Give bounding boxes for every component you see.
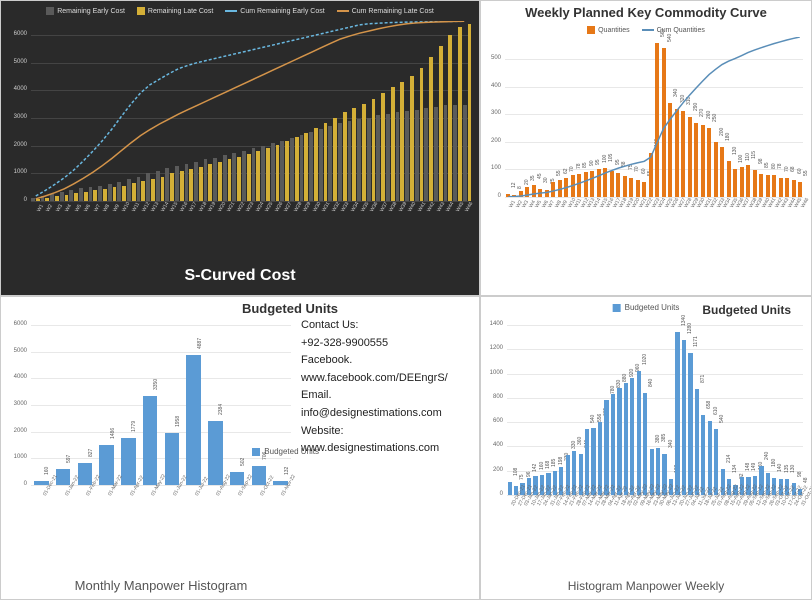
legend-label: Budgeted Units	[625, 303, 680, 312]
weekly-commodity-panel: Weekly Planned Key Commodity Curve Quant…	[480, 0, 812, 296]
monthly-manpower-panel: Budgeted Units 0100020003000400050006000…	[0, 296, 480, 600]
legend-item: Cum Remaining Late Cost	[337, 7, 434, 15]
legend-item: Cum Quantities	[642, 26, 705, 34]
weekly-manpower-bottom-title: Histogram Manpower Weekly	[481, 579, 811, 593]
monthly-manpower-chart: 0100020003000400050006000160597827148617…	[31, 325, 291, 525]
scurve-panel: Remaining Early Cost Remaining Late Cost…	[0, 0, 480, 296]
contact-block: Contact Us: +92-328-9900555 Facebook. ww…	[301, 317, 479, 458]
legend-line	[337, 10, 349, 12]
weekly-manpower-chart: 0200400600800100012001400108759614216016…	[507, 325, 803, 535]
contact-facebook-value: www.facebook.com/DEEngrS/	[301, 372, 448, 384]
contact-website-label: Website:	[301, 423, 361, 441]
weekly-commodity-title: Weekly Planned Key Commodity Curve	[481, 1, 811, 24]
legend-item: Cum Remaining Early Cost	[225, 7, 324, 15]
weekly-commodity-chart: 0100200300400500128203545302555627078859…	[505, 37, 803, 237]
legend-swatch	[252, 448, 260, 456]
contact-website: Website: www.designestimations.com	[301, 423, 479, 458]
legend-line	[642, 29, 654, 31]
monthly-bottom-title: Monthly Manpower Histogram	[1, 578, 321, 593]
legend-swatch	[137, 7, 145, 15]
legend-item: Quantities	[587, 26, 630, 34]
legend-label: Quantities	[598, 27, 630, 34]
weekly-manpower-title: Budgeted Units	[702, 299, 791, 321]
legend-label: Cum Remaining Early Cost	[240, 8, 324, 15]
scurve-legend: Remaining Early Cost Remaining Late Cost…	[1, 1, 479, 17]
contact-email: Email. info@designestimations.com	[301, 387, 479, 422]
contact-heading: Contact Us:	[301, 317, 479, 335]
scurve-title: S-Curved Cost	[1, 263, 479, 289]
legend-item: Remaining Late Cost	[137, 7, 213, 15]
legend-swatch	[613, 304, 621, 312]
legend-label: Cum Remaining Late Cost	[352, 8, 434, 15]
contact-email-value: info@designestimations.com	[301, 407, 442, 419]
contact-facebook-label: Facebook.	[301, 352, 361, 370]
legend-label: Remaining Late Cost	[148, 8, 213, 15]
contact-email-label: Email.	[301, 387, 361, 405]
weekly-manpower-legend: Budgeted Units	[613, 303, 680, 312]
legend-label: Remaining Early Cost	[57, 8, 125, 15]
legend-swatch	[46, 7, 54, 15]
contact-facebook: Facebook. www.facebook.com/DEEngrS/	[301, 352, 479, 387]
legend-swatch	[587, 26, 595, 34]
legend-item: Remaining Early Cost	[46, 7, 125, 15]
contact-phone: +92-328-9900555	[301, 335, 479, 353]
scurve-chart: 0100020003000400050006000W1W2W3W4W5W6W7W…	[31, 21, 469, 241]
weekly-commodity-legend: Quantities Cum Quantities	[481, 24, 811, 36]
weekly-manpower-panel: Budgeted Units Budgeted Units 0200400600…	[480, 296, 812, 600]
legend-line	[225, 10, 237, 12]
contact-website-value: www.designestimations.com	[301, 442, 439, 454]
